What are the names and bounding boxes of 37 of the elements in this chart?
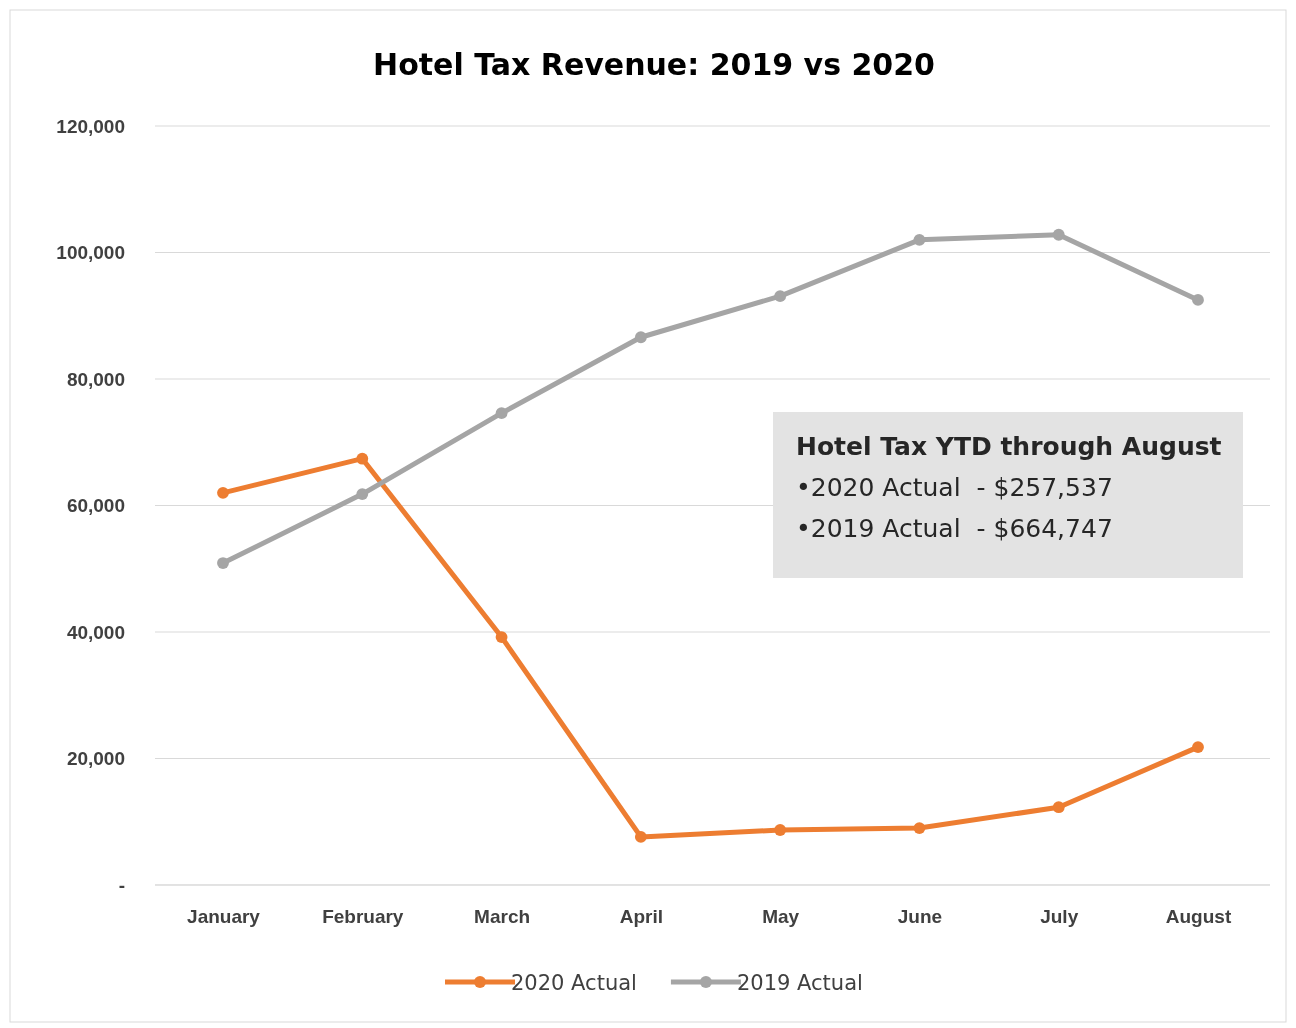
x-tick-label: February [322,906,404,928]
x-tick-label: August [1165,906,1232,928]
y-tick-label: 100,000 [56,242,125,264]
point [1192,294,1204,306]
point [217,557,229,569]
x-tick-label: January [187,906,261,928]
point [634,831,647,843]
x-tick-label: March [474,906,531,928]
point [1052,228,1065,241]
point [495,631,508,643]
y-tick-label: 80,000 [66,368,125,390]
point [356,488,369,501]
legend-label: 2019 Actual [736,971,863,995]
x-tick-label: June [897,906,943,928]
y-tick-label: - [118,874,125,896]
point [495,407,508,420]
point [1052,801,1065,814]
y-tick-label: 40,000 [66,621,125,643]
point [774,290,787,303]
annotation: Hotel Tax YTD through August [796,432,1222,461]
point [1192,741,1204,754]
chart-title: Hotel Tax Revenue: 2019 vs 2020 [373,47,935,82]
point [774,824,787,836]
point [217,486,229,499]
point [913,822,926,834]
point [356,452,369,465]
y-tick-label: 120,000 [56,115,125,137]
y-tick-label: 20,000 [66,748,125,770]
y-tick-label: 60,000 [66,495,125,517]
point [634,331,647,344]
annotation: •2019 Actual - $664,747 [796,514,1113,543]
x-tick-label: July [1040,906,1079,928]
annotation: •2020 Actual - $257,537 [796,473,1113,502]
legend-label: 2020 Actual [511,971,637,995]
x-tick-label: May [762,906,800,928]
point [913,233,926,246]
x-tick-label: April [619,906,663,928]
